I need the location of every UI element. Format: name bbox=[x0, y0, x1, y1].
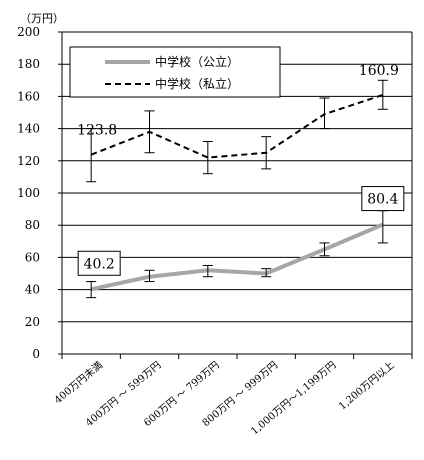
legend-label-public: 中学校（公立） bbox=[155, 54, 239, 69]
y-tick-label: 40 bbox=[25, 283, 40, 297]
y-axis-unit-label: （万円） bbox=[20, 12, 64, 25]
legend-box bbox=[69, 46, 281, 98]
data-annotations: 123.8 160.9 40.2 80.4 bbox=[77, 63, 405, 276]
data-label: 123.8 bbox=[77, 123, 117, 139]
y-tick-label: 140 bbox=[17, 122, 40, 136]
y-tick-label: 120 bbox=[17, 154, 40, 168]
x-tick-label: 400万円未満 bbox=[52, 359, 105, 406]
y-tick-label: 160 bbox=[17, 89, 40, 103]
grid-lines bbox=[58, 31, 413, 359]
y-tick-labels: 0 20 40 60 80 100 120 140 160 180 200 bbox=[17, 25, 40, 361]
error-bars bbox=[86, 79, 388, 299]
series-line-0 bbox=[90, 222, 384, 292]
series-lines bbox=[90, 94, 384, 292]
data-label: 80.4 bbox=[367, 192, 398, 208]
y-tick-label: 200 bbox=[17, 25, 40, 39]
y-tick-label: 180 bbox=[17, 57, 40, 71]
y-tick-label: 100 bbox=[17, 186, 40, 200]
series-line-1 bbox=[90, 94, 384, 159]
y-tick-label: 60 bbox=[25, 250, 40, 264]
legend-label-private: 中学校（私立） bbox=[155, 76, 239, 91]
y-tick-label: 80 bbox=[25, 218, 40, 232]
x-tick-label: 1,200万円以上 bbox=[336, 359, 396, 412]
y-tick-label: 20 bbox=[25, 315, 40, 329]
y-tick-label: 0 bbox=[32, 347, 40, 361]
data-label: 160.9 bbox=[359, 63, 399, 79]
annotation-box bbox=[77, 250, 121, 276]
data-label: 40.2 bbox=[84, 256, 115, 272]
annotation-box bbox=[361, 186, 405, 212]
legend: 中学校（公立） 中学校（私立） bbox=[69, 46, 281, 98]
